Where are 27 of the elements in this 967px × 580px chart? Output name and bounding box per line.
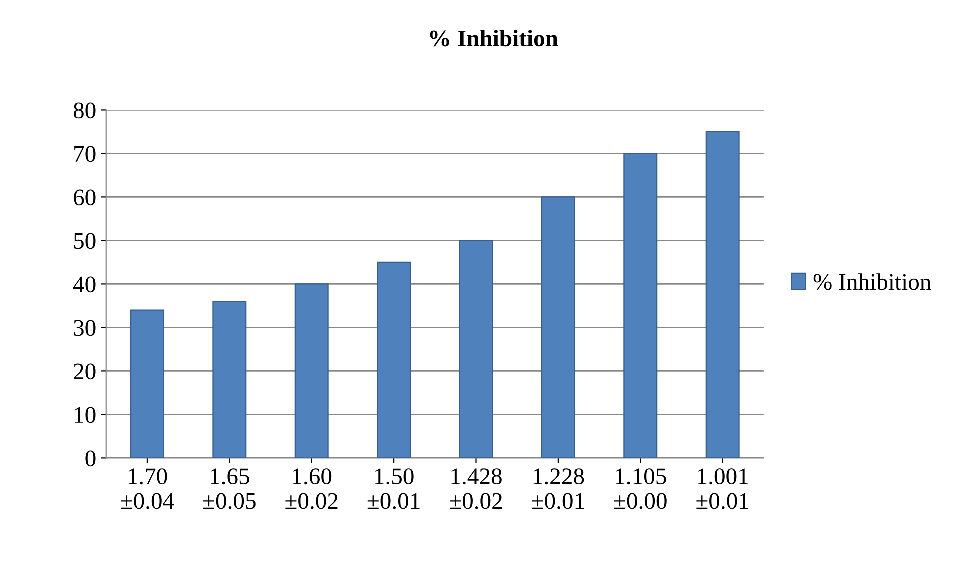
y-tick-label: 50 [74,233,96,250]
bar [624,153,658,458]
x-tick-label: 1.60 ±0.02 [286,468,338,510]
bar [294,284,329,458]
bar [130,310,164,458]
bar [212,301,247,458]
x-tick-label: 1.428 ±0.02 [450,468,502,510]
y-tick-label: 70 [74,146,96,162]
y-tick-label: 30 [74,320,96,336]
y-tick-label: 20 [74,364,96,380]
y-tick-label: 0 [86,450,96,467]
bar [459,240,494,458]
x-tick-label: 1.228 ±0.01 [532,468,584,510]
y-tick-label: 40 [74,276,96,293]
y-tick-label: 60 [74,190,96,206]
y-tick-label: 80 [74,102,96,119]
bar [541,196,576,458]
legend-label: % Inhibition [814,274,932,290]
bar [377,262,412,458]
x-tick-label: 1.50 ±0.01 [368,468,420,510]
y-tick-label: 10 [75,407,96,424]
x-tick-label: 1.001 ±0.01 [696,468,749,510]
x-tick-label: 1.105 ±0.00 [614,468,667,510]
x-tick-label: 1.65 ±0.05 [204,468,256,510]
bar [706,131,740,458]
x-tick-label: 1.70 ±0.04 [121,468,174,510]
chart-title: % Inhibition [430,30,558,47]
